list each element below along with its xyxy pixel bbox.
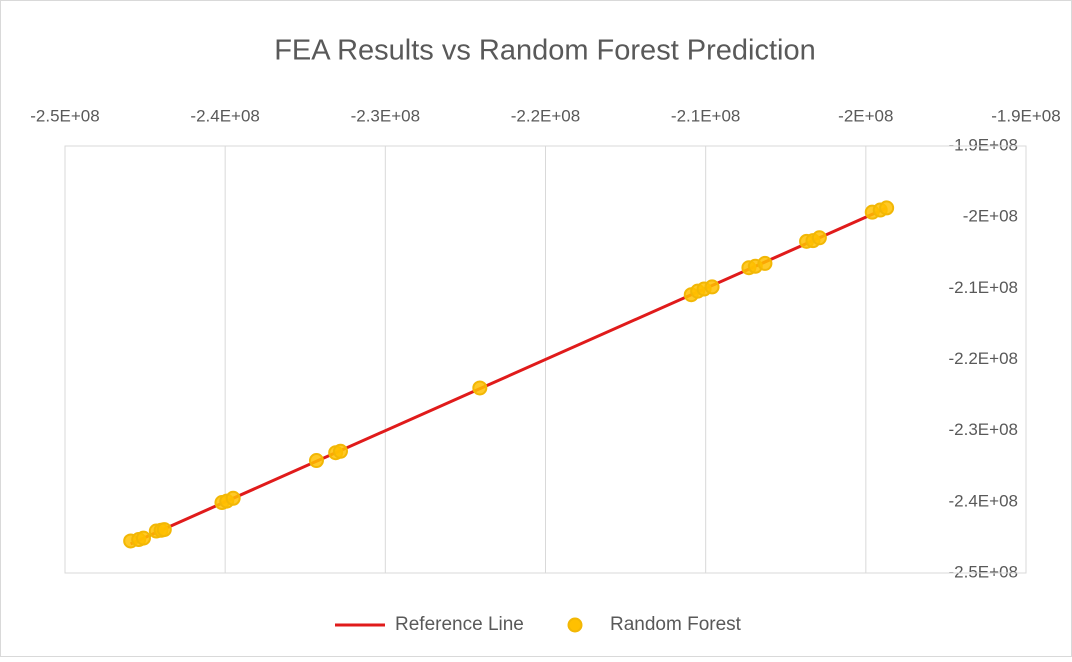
y-tick-label: -2.3E+08 (949, 420, 1018, 439)
x-tick-label: -2.2E+08 (511, 106, 580, 125)
x-tick-label: -2.4E+08 (190, 106, 259, 125)
legend-marker (567, 617, 583, 633)
x-tick-label: -2E+08 (838, 106, 893, 125)
x-tick-label: -2.3E+08 (351, 106, 420, 125)
x-tick-label: -2.1E+08 (671, 106, 740, 125)
y-tick-label: -2.2E+08 (949, 349, 1018, 368)
point (308, 453, 324, 469)
y-tick-label: -2.4E+08 (949, 491, 1018, 510)
point (332, 443, 348, 459)
point (135, 530, 151, 546)
chart-title: FEA Results vs Random Forest Prediction (274, 35, 816, 67)
x-tick-label: -1.9E+08 (991, 106, 1060, 125)
point (704, 279, 720, 295)
point (879, 200, 895, 216)
y-tick-label: -2E+08 (963, 207, 1018, 226)
point (225, 490, 241, 506)
plot-border (64, 145, 1027, 574)
legend-label: Reference Line (395, 614, 524, 635)
point (811, 230, 827, 246)
point (156, 522, 172, 538)
y-tick-label: -2.5E+08 (949, 562, 1018, 581)
point (757, 255, 773, 271)
point (472, 380, 488, 396)
legend-label: Random Forest (610, 614, 742, 635)
y-tick-label: -1.9E+08 (949, 135, 1018, 154)
x-tick-label: -2.5E+08 (30, 106, 99, 125)
y-tick-label: -2.1E+08 (949, 278, 1018, 297)
